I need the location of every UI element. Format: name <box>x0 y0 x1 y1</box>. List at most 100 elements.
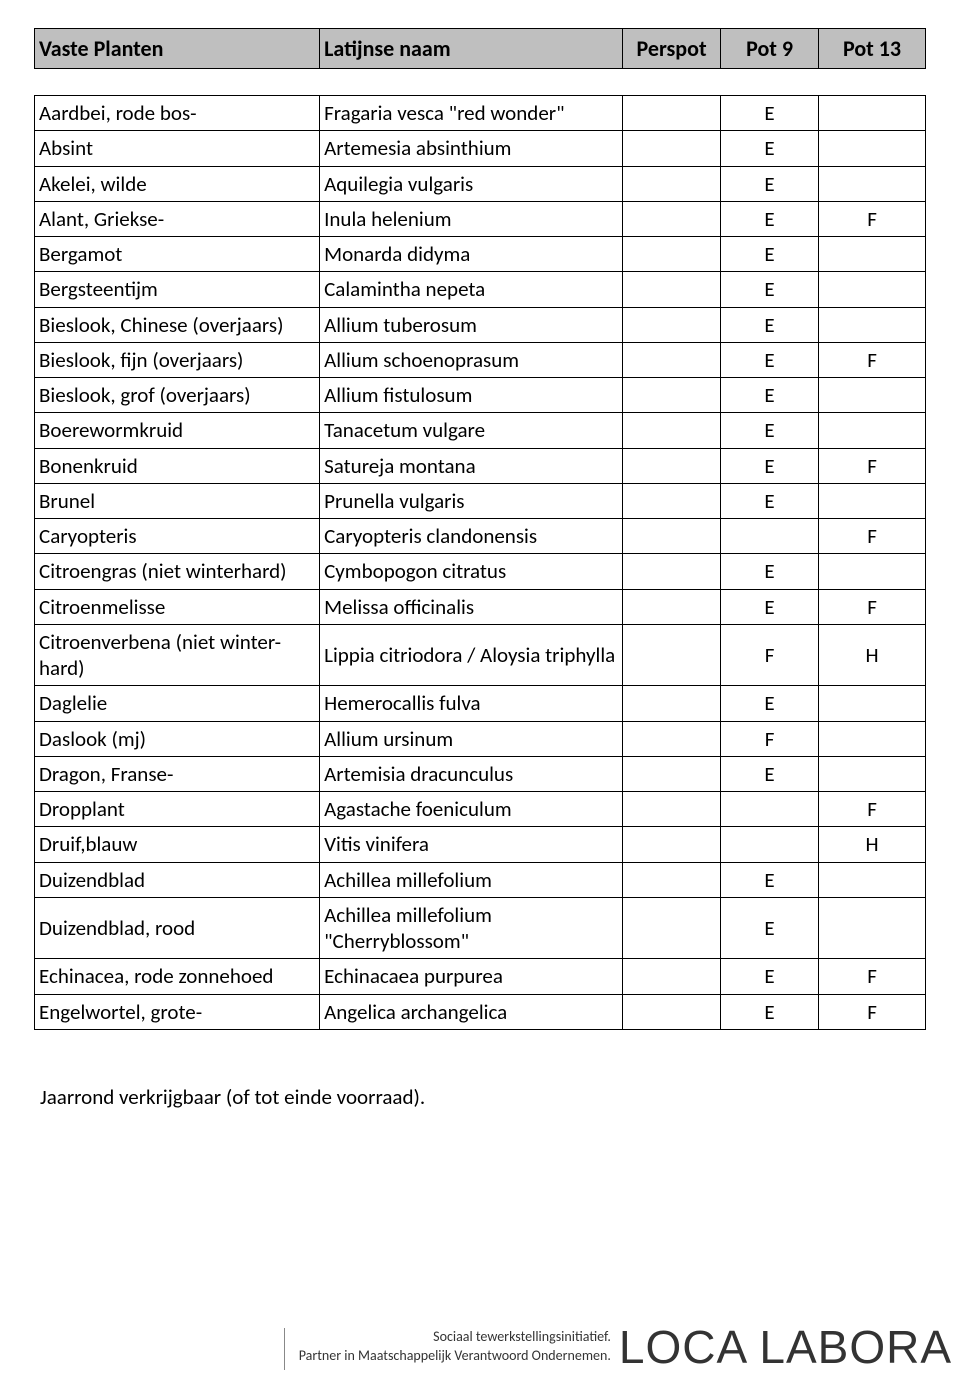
table-row: CaryopterisCaryopteris clandonensisF <box>35 519 926 554</box>
table-row: BoerewormkruidTanacetum vulgareE <box>35 413 926 448</box>
cell-pot13 <box>819 237 926 272</box>
cell-vaste-plant: Druif,blauw <box>35 827 320 862</box>
table-row: Citroenverbena (niet winter-hard)Lippia … <box>35 624 926 686</box>
cell-latijnse-naam: Achillea millefolium <box>320 862 623 897</box>
cell-perspot <box>623 994 721 1029</box>
cell-vaste-plant: Citroenmelisse <box>35 589 320 624</box>
cell-pot9: E <box>721 237 819 272</box>
cell-perspot <box>623 378 721 413</box>
cell-pot9 <box>721 519 819 554</box>
cell-pot9 <box>721 792 819 827</box>
cell-vaste-plant: Boerewormkruid <box>35 413 320 448</box>
header-latijnse-naam: Latijnse naam <box>320 29 623 69</box>
cell-pot9: E <box>721 994 819 1029</box>
cell-pot9: E <box>721 272 819 307</box>
cell-latijnse-naam: Echinacaea purpurea <box>320 959 623 994</box>
cell-perspot <box>623 166 721 201</box>
cell-perspot <box>623 448 721 483</box>
table-row: Aardbei, rode bos-Fragaria vesca "red wo… <box>35 96 926 131</box>
table-row: Bieslook, grof (overjaars)Allium fistulo… <box>35 378 926 413</box>
cell-vaste-plant: Engelwortel, grote- <box>35 994 320 1029</box>
cell-pot13 <box>819 897 926 959</box>
cell-pot13 <box>819 721 926 756</box>
cell-vaste-plant: Citroengras (niet winterhard) <box>35 554 320 589</box>
cell-perspot <box>623 96 721 131</box>
cell-perspot <box>623 483 721 518</box>
cell-vaste-plant: Duizendblad <box>35 862 320 897</box>
cell-perspot <box>623 959 721 994</box>
cell-pot9: E <box>721 448 819 483</box>
cell-pot13: F <box>819 589 926 624</box>
cell-pot13 <box>819 96 926 131</box>
cell-pot9: E <box>721 413 819 448</box>
cell-pot13 <box>819 413 926 448</box>
header-pot13: Pot 13 <box>819 29 926 69</box>
footer-line2: Partner in Maatschappelijk Verantwoord O… <box>299 1347 611 1366</box>
cell-vaste-plant: Absint <box>35 131 320 166</box>
plant-data-table: Aardbei, rode bos-Fragaria vesca "red wo… <box>34 95 926 1030</box>
cell-pot9: F <box>721 721 819 756</box>
table-row: Engelwortel, grote-Angelica archangelica… <box>35 994 926 1029</box>
cell-vaste-plant: Bergsteentijm <box>35 272 320 307</box>
cell-pot9: E <box>721 959 819 994</box>
table-row: BergsteentijmCalamintha nepetaE <box>35 272 926 307</box>
header-perspot: Perspot <box>623 29 721 69</box>
cell-vaste-plant: Bonenkruid <box>35 448 320 483</box>
cell-latijnse-naam: Agastache foeniculum <box>320 792 623 827</box>
cell-pot9: E <box>721 483 819 518</box>
cell-perspot <box>623 272 721 307</box>
cell-vaste-plant: Caryopteris <box>35 519 320 554</box>
table-row: BergamotMonarda didymaE <box>35 237 926 272</box>
table-row: Akelei, wildeAquilegia vulgarisE <box>35 166 926 201</box>
cell-perspot <box>623 519 721 554</box>
table-row: CitroenmelisseMelissa officinalisEF <box>35 589 926 624</box>
cell-pot13 <box>819 307 926 342</box>
cell-pot9: E <box>721 131 819 166</box>
table-row: Daslook (mj)Allium ursinumF <box>35 721 926 756</box>
cell-pot9: E <box>721 342 819 377</box>
cell-perspot <box>623 862 721 897</box>
cell-perspot <box>623 131 721 166</box>
cell-vaste-plant: Citroenverbena (niet winter-hard) <box>35 624 320 686</box>
cell-pot13: F <box>819 994 926 1029</box>
cell-latijnse-naam: Achillea millefolium "Cherryblossom" <box>320 897 623 959</box>
cell-perspot <box>623 897 721 959</box>
cell-vaste-plant: Bergamot <box>35 237 320 272</box>
cell-pot9: E <box>721 589 819 624</box>
cell-pot13 <box>819 756 926 791</box>
cell-pot9: E <box>721 862 819 897</box>
cell-pot9: E <box>721 686 819 721</box>
cell-vaste-plant: Aardbei, rode bos- <box>35 96 320 131</box>
cell-vaste-plant: Dropplant <box>35 792 320 827</box>
table-row: Druif,blauwVitis viniferaH <box>35 827 926 862</box>
cell-latijnse-naam: Inula helenium <box>320 201 623 236</box>
cell-pot13: F <box>819 959 926 994</box>
table-row: Alant, Griekse-Inula heleniumEF <box>35 201 926 236</box>
cell-perspot <box>623 413 721 448</box>
cell-perspot <box>623 827 721 862</box>
table-row: Citroengras (niet winterhard)Cymbopogon … <box>35 554 926 589</box>
cell-vaste-plant: Daglelie <box>35 686 320 721</box>
cell-perspot <box>623 201 721 236</box>
cell-pot9: E <box>721 897 819 959</box>
cell-pot13 <box>819 272 926 307</box>
cell-latijnse-naam: Allium tuberosum <box>320 307 623 342</box>
header-vaste-planten: Vaste Planten <box>35 29 320 69</box>
cell-pot13: F <box>819 448 926 483</box>
footnote-text: Jaarrond verkrijgbaar (of tot einde voor… <box>34 1084 926 1110</box>
cell-pot9: E <box>721 166 819 201</box>
cell-vaste-plant: Akelei, wilde <box>35 166 320 201</box>
cell-pot13 <box>819 862 926 897</box>
header-row: Vaste Planten Latijnse naam Perspot Pot … <box>35 29 926 69</box>
cell-pot13: F <box>819 342 926 377</box>
table-row: Bieslook, Chinese (overjaars)Allium tube… <box>35 307 926 342</box>
table-row: Echinacea, rode zonnehoedEchinacaea purp… <box>35 959 926 994</box>
cell-pot9: E <box>721 201 819 236</box>
cell-latijnse-naam: Allium schoenoprasum <box>320 342 623 377</box>
cell-latijnse-naam: Caryopteris clandonensis <box>320 519 623 554</box>
cell-vaste-plant: Brunel <box>35 483 320 518</box>
cell-vaste-plant: Bieslook, fijn (overjaars) <box>35 342 320 377</box>
cell-latijnse-naam: Artemisia dracunculus <box>320 756 623 791</box>
cell-pot13 <box>819 483 926 518</box>
header-table: Vaste Planten Latijnse naam Perspot Pot … <box>34 28 926 69</box>
